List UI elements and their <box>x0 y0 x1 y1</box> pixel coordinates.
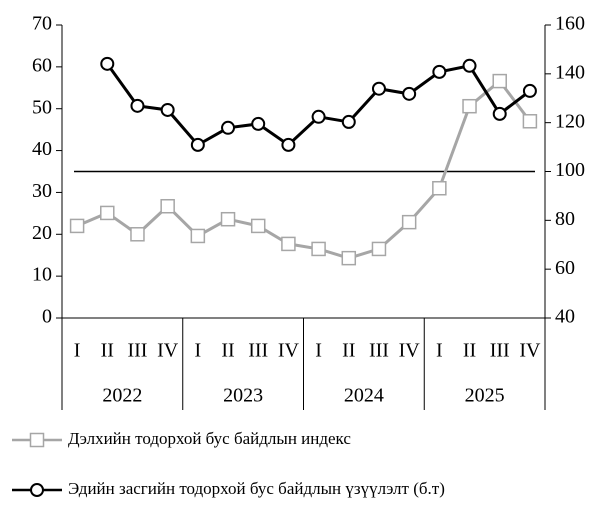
data-point <box>432 180 447 196</box>
data-point <box>341 114 356 129</box>
y2-tick-label: 60 <box>555 257 575 279</box>
x-tick-label: IV <box>278 340 300 362</box>
data-point <box>341 250 357 266</box>
data-point <box>492 73 507 89</box>
data-point <box>250 218 266 234</box>
x-tick-label: I <box>74 340 81 362</box>
data-point <box>462 58 477 73</box>
group-label: 2023 <box>223 385 263 407</box>
data-point <box>220 211 236 227</box>
legend-marker <box>29 432 45 448</box>
y-tick-label: 0 <box>42 306 52 328</box>
y2-tick-label: 80 <box>555 208 575 230</box>
x-tick-label: III <box>369 340 389 362</box>
data-point <box>462 98 477 114</box>
x-tick-label: IV <box>157 340 179 362</box>
data-point <box>432 64 447 79</box>
y2-tick-label: 100 <box>555 159 585 181</box>
x-tick-label: I <box>315 340 322 362</box>
y2-tick-label: 40 <box>555 306 575 328</box>
x-tick-label: II <box>101 340 114 362</box>
data-point <box>190 137 205 152</box>
data-point <box>281 236 296 252</box>
y-tick-label: 20 <box>32 222 52 244</box>
legend-label: Эдийн засгийн тодорхой бус байдлын үзүүл… <box>68 479 445 498</box>
y-tick-label: 50 <box>32 96 52 118</box>
y-tick-label: 60 <box>32 54 52 76</box>
data-point <box>281 137 296 152</box>
x-tick-label: II <box>221 340 234 362</box>
data-point <box>371 241 387 257</box>
x-tick-label: IV <box>519 340 541 362</box>
x-tick-label: II <box>463 340 476 362</box>
data-point <box>130 98 145 113</box>
data-point <box>69 218 85 234</box>
x-tick-label: III <box>490 340 510 362</box>
data-point <box>311 109 326 124</box>
data-point <box>251 116 266 131</box>
x-tick-label: II <box>342 340 355 362</box>
data-point <box>492 106 507 121</box>
y-tick-label: 10 <box>32 264 52 286</box>
x-tick-label: I <box>436 340 443 362</box>
y-tick-label: 40 <box>32 138 52 160</box>
y-tick-label: 30 <box>32 180 52 202</box>
x-tick-label: III <box>127 340 147 362</box>
data-point <box>130 227 145 242</box>
y-tick-label: 70 <box>32 13 52 35</box>
data-point <box>311 241 326 257</box>
y2-tick-label: 140 <box>555 61 585 83</box>
x-tick-label: III <box>248 340 268 362</box>
data-point <box>100 56 115 71</box>
group-label: 2024 <box>344 385 384 407</box>
data-point <box>401 214 417 230</box>
legend-marker <box>30 483 44 497</box>
group-label: 2025 <box>465 385 505 407</box>
data-point <box>160 198 175 214</box>
data-point <box>371 81 386 96</box>
y2-tick-label: 160 <box>555 13 585 35</box>
data-point <box>221 120 236 135</box>
data-point <box>160 102 175 117</box>
data-point <box>190 228 206 244</box>
data-point <box>100 205 115 221</box>
x-tick-label: I <box>195 340 202 362</box>
series-line <box>76 78 532 260</box>
x-tick-label: IV <box>399 340 421 362</box>
data-point <box>522 83 537 98</box>
legend-label: Дэлхийн тодорхой бус байдлын индекс <box>68 429 351 448</box>
y2-tick-label: 120 <box>555 110 585 132</box>
group-label: 2022 <box>102 385 142 407</box>
data-point <box>402 86 417 101</box>
data-point <box>522 114 538 129</box>
